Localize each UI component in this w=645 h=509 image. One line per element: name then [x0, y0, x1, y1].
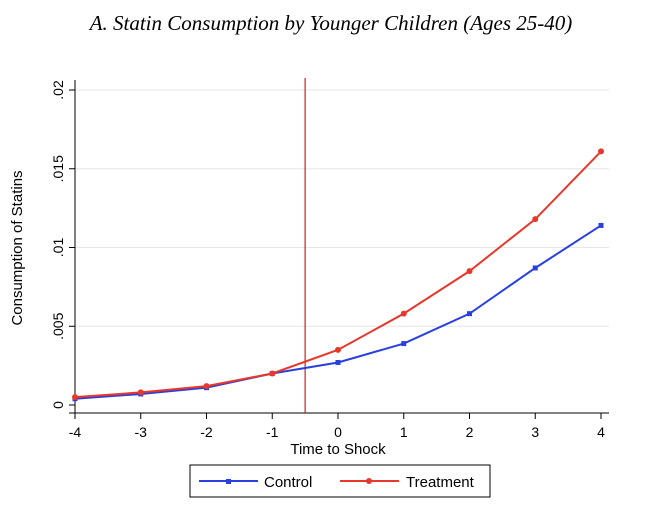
- x-tick-label-2: -2: [200, 424, 213, 440]
- point-control-6: [467, 311, 472, 317]
- point-treatment-3: [269, 370, 276, 377]
- point-treatment-4: [335, 346, 341, 353]
- x-tick-label-0: -4: [69, 424, 82, 440]
- y-tick-label-1: .005: [50, 312, 66, 339]
- legend-marker-control: [226, 479, 231, 484]
- x-axis-title: Time to Shock: [290, 441, 386, 458]
- point-treatment-2: [203, 383, 210, 390]
- y-tick-label-2: .01: [50, 238, 66, 258]
- x-tick-label-4: 0: [334, 424, 342, 440]
- x-tick-label-7: 3: [531, 424, 539, 440]
- y-axis-ticks: 0 .005 .01 .015 .02: [50, 80, 75, 409]
- x-tick-label-1: -3: [135, 424, 148, 440]
- x-tick-label-8: 4: [597, 424, 605, 440]
- y-axis-title: Consumption of Statins: [9, 170, 26, 325]
- legend-label-treatment: Treatment: [406, 474, 475, 491]
- grid-lines: [75, 89, 609, 327]
- series-line-control: [74, 224, 602, 400]
- x-axis-ticks: -4 -3 -2 -1 0 1 2 3 4: [69, 413, 605, 440]
- point-control-4: [335, 359, 341, 365]
- y-tick-label-0: 0: [50, 401, 66, 409]
- axes: [69, 80, 609, 414]
- point-control-7: [532, 265, 538, 271]
- chart-title: A. Statin Consumption by Younger Childre…: [88, 11, 573, 35]
- legend-marker-treatment: [366, 478, 372, 484]
- legend-label-control: Control: [264, 474, 312, 491]
- point-treatment-6: [466, 268, 473, 275]
- x-tick-label-3: -1: [266, 424, 279, 440]
- x-tick-label-6: 2: [466, 424, 474, 440]
- point-treatment-0: [72, 394, 78, 401]
- point-treatment-5: [400, 310, 407, 317]
- point-treatment-7: [532, 216, 539, 223]
- y-tick-label-3: .015: [50, 155, 66, 182]
- y-tick-label-4: .02: [50, 80, 66, 100]
- series-lines: [72, 148, 604, 402]
- point-treatment-8: [598, 148, 604, 155]
- x-tick-label-5: 1: [400, 424, 408, 440]
- point-treatment-1: [137, 389, 144, 396]
- legend: Control Treatment: [189, 464, 491, 498]
- point-control-8: [598, 222, 604, 228]
- point-control-5: [401, 341, 407, 347]
